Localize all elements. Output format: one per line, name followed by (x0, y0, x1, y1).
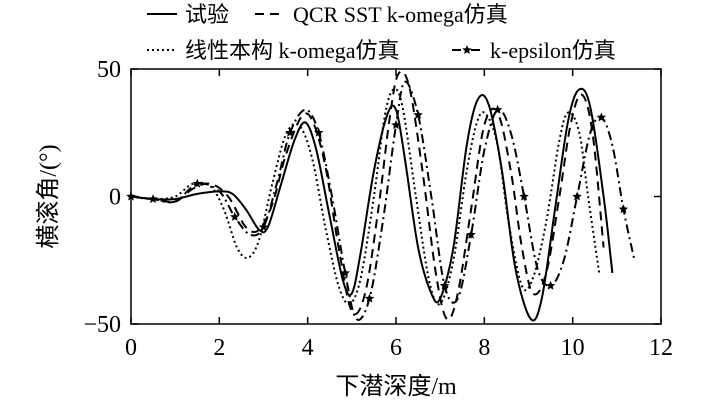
y-tick-label: 50 (97, 57, 121, 83)
series-4-marker (519, 191, 529, 201)
x-tick-label: 8 (478, 335, 490, 361)
series-4-marker (391, 120, 401, 130)
x-tick-label: 10 (561, 335, 585, 361)
legend-label: k-epsilon仿真 (490, 38, 616, 63)
x-tick-label: 12 (649, 335, 673, 361)
series-4-marker (439, 280, 450, 290)
legend-item-4: k-epsilon仿真 (452, 38, 616, 63)
series-4-marker (618, 204, 629, 214)
series-4-marker (413, 109, 423, 119)
x-axis-label: 下潜深度/m (335, 373, 457, 400)
legend-label: 试验 (185, 2, 229, 27)
legend-item-2: QCR SST k-omega仿真 (255, 2, 508, 27)
series-4-marker (364, 293, 375, 303)
series-1-line (130, 87, 614, 322)
series-4 (126, 80, 636, 321)
legend-label: 线性本构 k-omega仿真 (185, 38, 399, 63)
series-3 (130, 88, 601, 306)
series-2 (130, 70, 605, 321)
x-tick-label: 0 (125, 335, 137, 361)
series-4-marker (466, 229, 476, 239)
x-tick-label: 4 (302, 335, 314, 361)
series-4-marker (545, 280, 556, 290)
series-4-marker (314, 127, 324, 137)
x-tick-label: 6 (390, 335, 402, 361)
series-4-marker (258, 222, 269, 232)
series-layer (126, 70, 636, 322)
series-4-marker (285, 127, 295, 137)
plot-area-frame (130, 68, 662, 325)
series-4-marker (596, 112, 607, 122)
x-tick-label: 2 (213, 335, 225, 361)
y-tick-label: 0 (109, 185, 121, 211)
legend-item-3: 线性本构 k-omega仿真 (147, 38, 399, 63)
legend-marker (462, 45, 472, 54)
series-2-line (130, 70, 605, 321)
series-4-marker (148, 194, 158, 204)
series-4-marker (492, 104, 503, 114)
series-3-line (130, 88, 601, 306)
legend-label: QCR SST k-omega仿真 (293, 2, 508, 27)
series-4-marker (340, 268, 350, 277)
legend-item-1: 试验 (147, 2, 229, 27)
series-1 (130, 87, 614, 322)
series-4-marker (230, 211, 240, 221)
series-4-line (130, 80, 636, 321)
series-4-marker (192, 178, 202, 188)
y-axis-label: 横滚角/(°) (35, 144, 62, 248)
y-tick-label: −50 (83, 312, 121, 338)
series-4-marker (572, 191, 582, 201)
